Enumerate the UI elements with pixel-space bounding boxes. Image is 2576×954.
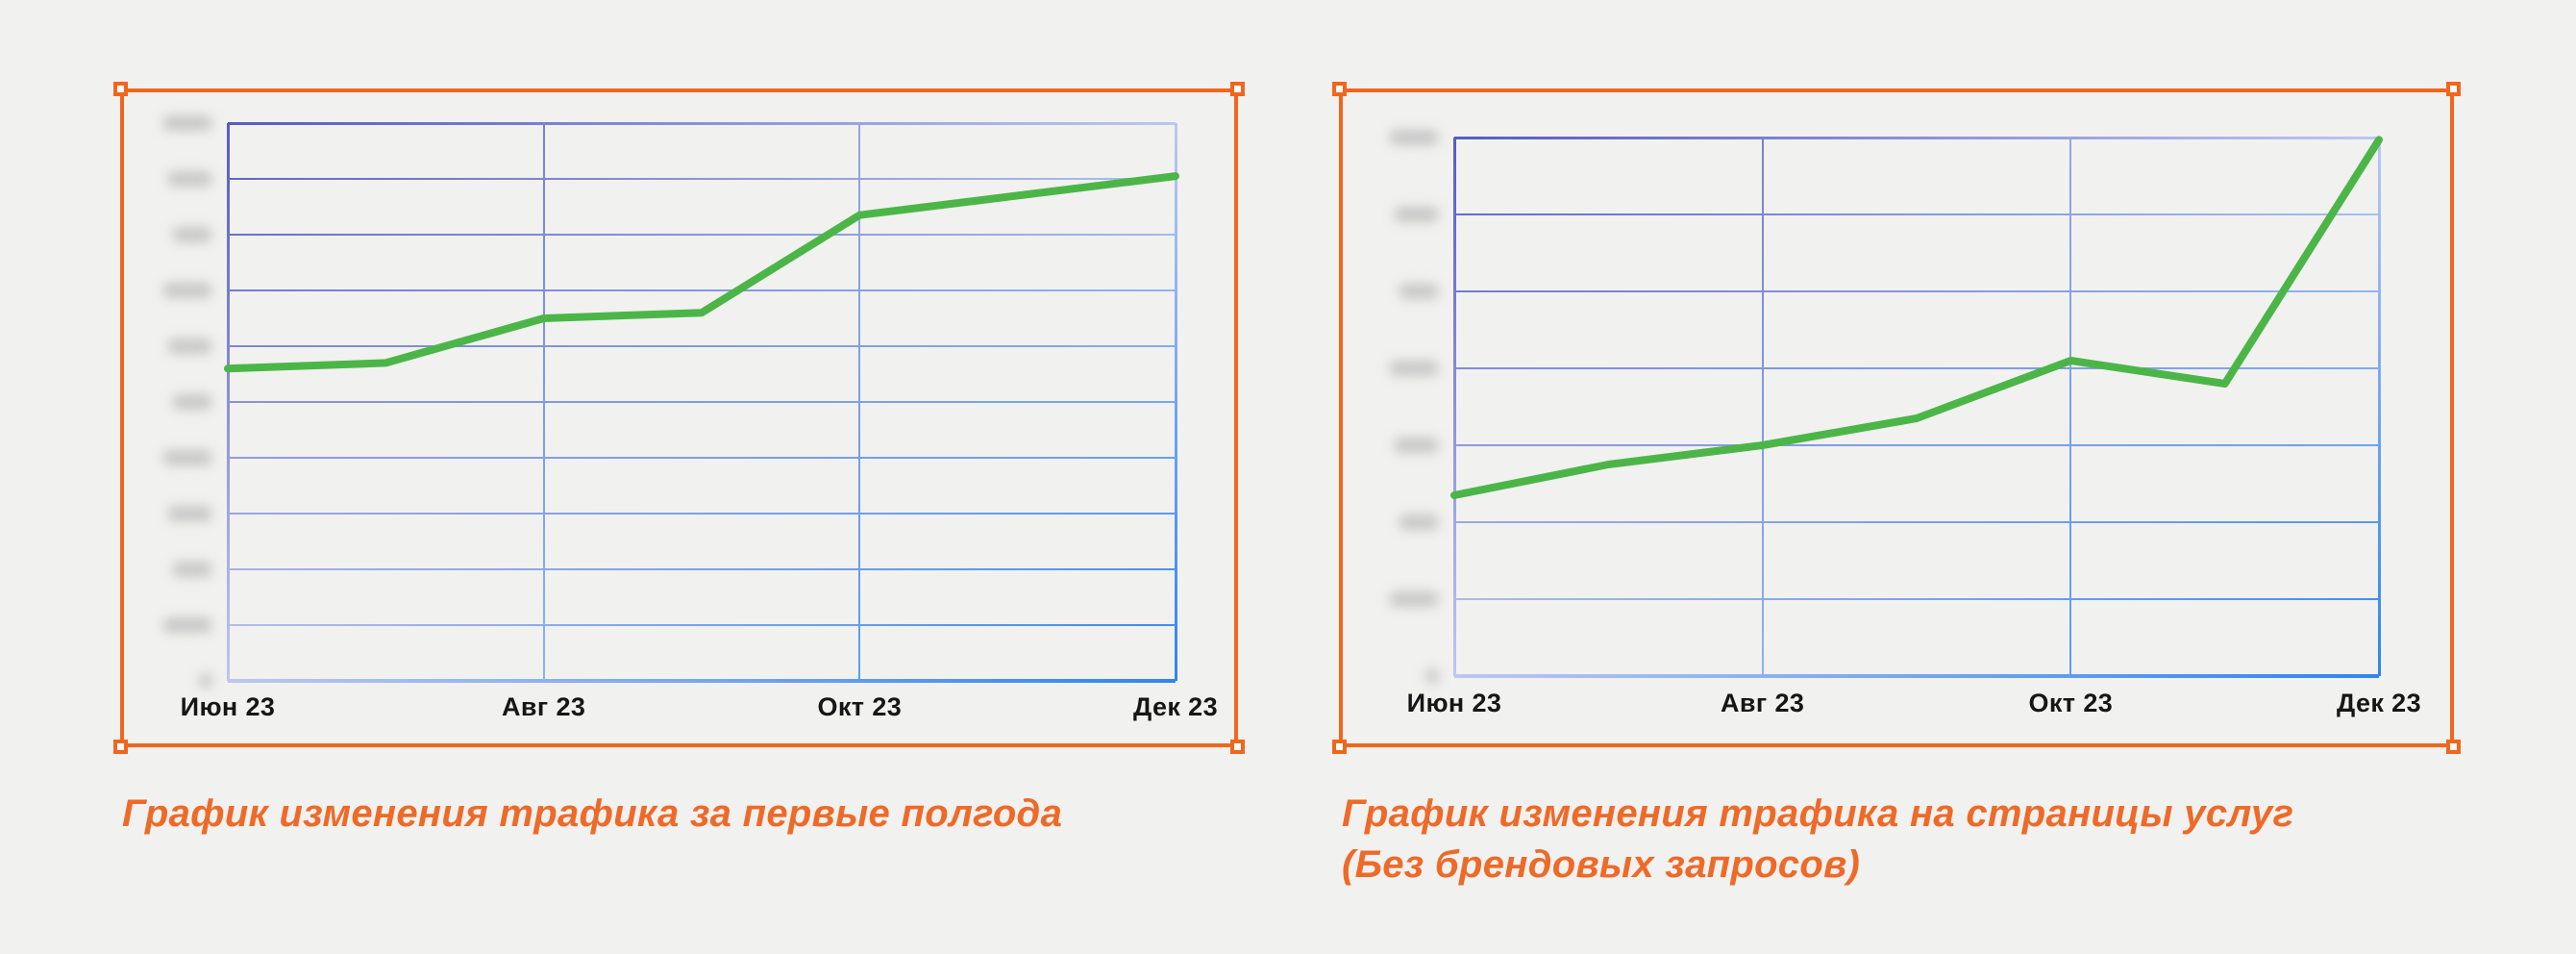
x-tick-label: Окт 23 xyxy=(2028,689,2114,717)
vertical-gridline xyxy=(542,123,545,681)
x-axis-labels: Июн 23 Авг 23 Окт 23 Дек 23 xyxy=(1407,689,2421,723)
x-tick-label: Июн 23 xyxy=(180,692,276,721)
blurred-y-tick-label xyxy=(172,394,212,410)
horizontal-gridline xyxy=(1454,521,2379,523)
x-tick-label: Дек 23 xyxy=(1132,692,1219,721)
horizontal-gridline xyxy=(1454,367,2379,369)
traffic-trend-line xyxy=(224,172,1179,373)
x-tick-label: Авг 23 xyxy=(1721,689,1805,717)
x-tick-label: Дек 23 xyxy=(2336,689,2422,717)
selection-frame-left-chart[interactable]: Июн 23 Авг 23 Окт 23 Дек 23 xyxy=(113,82,1245,754)
traffic-line-chart-halfyear xyxy=(162,115,1179,689)
chart-caption-right-line1: График изменения трафика на страницы усл… xyxy=(1342,792,2294,835)
blurred-y-tick-label xyxy=(162,617,212,633)
x-axis-labels: Июн 23 Авг 23 Окт 23 Дек 23 xyxy=(181,692,1218,727)
blurred-y-tick-label xyxy=(1394,438,1439,453)
blurred-y-tick-label xyxy=(162,450,212,465)
blurred-y-tick-label xyxy=(1399,284,1439,299)
x-tick-label: Авг 23 xyxy=(502,692,586,721)
vertical-gridline xyxy=(2069,138,2072,676)
resize-handle-bottom-left[interactable] xyxy=(1332,740,1347,754)
horizontal-gridline xyxy=(228,679,1176,683)
horizontal-gridline xyxy=(1454,213,2379,215)
blurred-y-tick-label xyxy=(172,562,212,577)
resize-handle-top-left[interactable] xyxy=(113,82,128,96)
chart-caption-left: График изменения трафика за первые полго… xyxy=(122,792,1063,835)
horizontal-gridline xyxy=(228,401,1176,403)
traffic-line-chart-services xyxy=(1389,130,2383,684)
chart-caption-right: График изменения трафика на страницы усл… xyxy=(1342,789,2293,891)
vertical-gridline xyxy=(2377,138,2381,676)
blurred-y-tick-label xyxy=(199,673,212,689)
chart-caption-right-line2: (Без брендовых запросов) xyxy=(1342,842,1861,886)
trend-line-layer xyxy=(1450,136,2383,499)
selection-frame-right-chart[interactable]: Июн 23 Авг 23 Окт 23 Дек 23 xyxy=(1332,82,2461,754)
vertical-gridline xyxy=(226,123,230,681)
horizontal-gridline xyxy=(228,234,1176,236)
trend-line-layer xyxy=(224,172,1179,373)
blurred-y-tick-label xyxy=(1399,515,1439,530)
vertical-gridline xyxy=(1174,123,1177,681)
horizontal-gridline xyxy=(228,457,1176,459)
horizontal-gridline xyxy=(228,345,1176,347)
horizontal-gridline xyxy=(1454,136,2379,139)
horizontal-gridline xyxy=(228,624,1176,626)
blurred-y-tick-label xyxy=(167,171,212,187)
traffic-trend-line xyxy=(1450,136,2383,499)
resize-handle-top-right[interactable] xyxy=(1230,82,1245,96)
blurred-y-tick-label xyxy=(162,283,212,298)
resize-handle-bottom-right[interactable] xyxy=(2446,740,2461,754)
horizontal-gridline xyxy=(228,568,1176,570)
horizontal-gridline xyxy=(228,121,1176,125)
horizontal-gridline xyxy=(228,178,1176,180)
blurred-y-tick-label xyxy=(1389,591,1439,607)
vertical-gridline xyxy=(1761,138,1764,676)
resize-handle-bottom-left[interactable] xyxy=(113,740,128,754)
blurred-y-tick-label xyxy=(172,227,212,242)
blurred-y-tick-label xyxy=(167,339,212,354)
x-tick-label: Июн 23 xyxy=(1406,689,1502,717)
horizontal-gridline xyxy=(228,513,1176,515)
blurred-y-tick-label xyxy=(1389,130,1439,145)
vertical-gridline xyxy=(1452,138,1456,676)
horizontal-gridline xyxy=(1454,290,2379,292)
horizontal-gridline xyxy=(1454,598,2379,600)
resize-handle-top-right[interactable] xyxy=(2446,82,2461,96)
blurred-y-tick-label xyxy=(167,506,212,521)
horizontal-gridline xyxy=(1454,444,2379,446)
horizontal-gridline xyxy=(1454,674,2379,678)
blurred-y-tick-label xyxy=(162,115,212,131)
resize-handle-bottom-right[interactable] xyxy=(1230,740,1245,754)
vertical-gridline xyxy=(858,123,861,681)
blurred-y-tick-label xyxy=(1394,207,1439,222)
blurred-y-tick-label xyxy=(1389,361,1439,376)
horizontal-gridline xyxy=(228,289,1176,291)
blurred-y-tick-label xyxy=(1425,668,1439,684)
x-tick-label: Окт 23 xyxy=(817,692,903,721)
resize-handle-top-left[interactable] xyxy=(1332,82,1347,96)
